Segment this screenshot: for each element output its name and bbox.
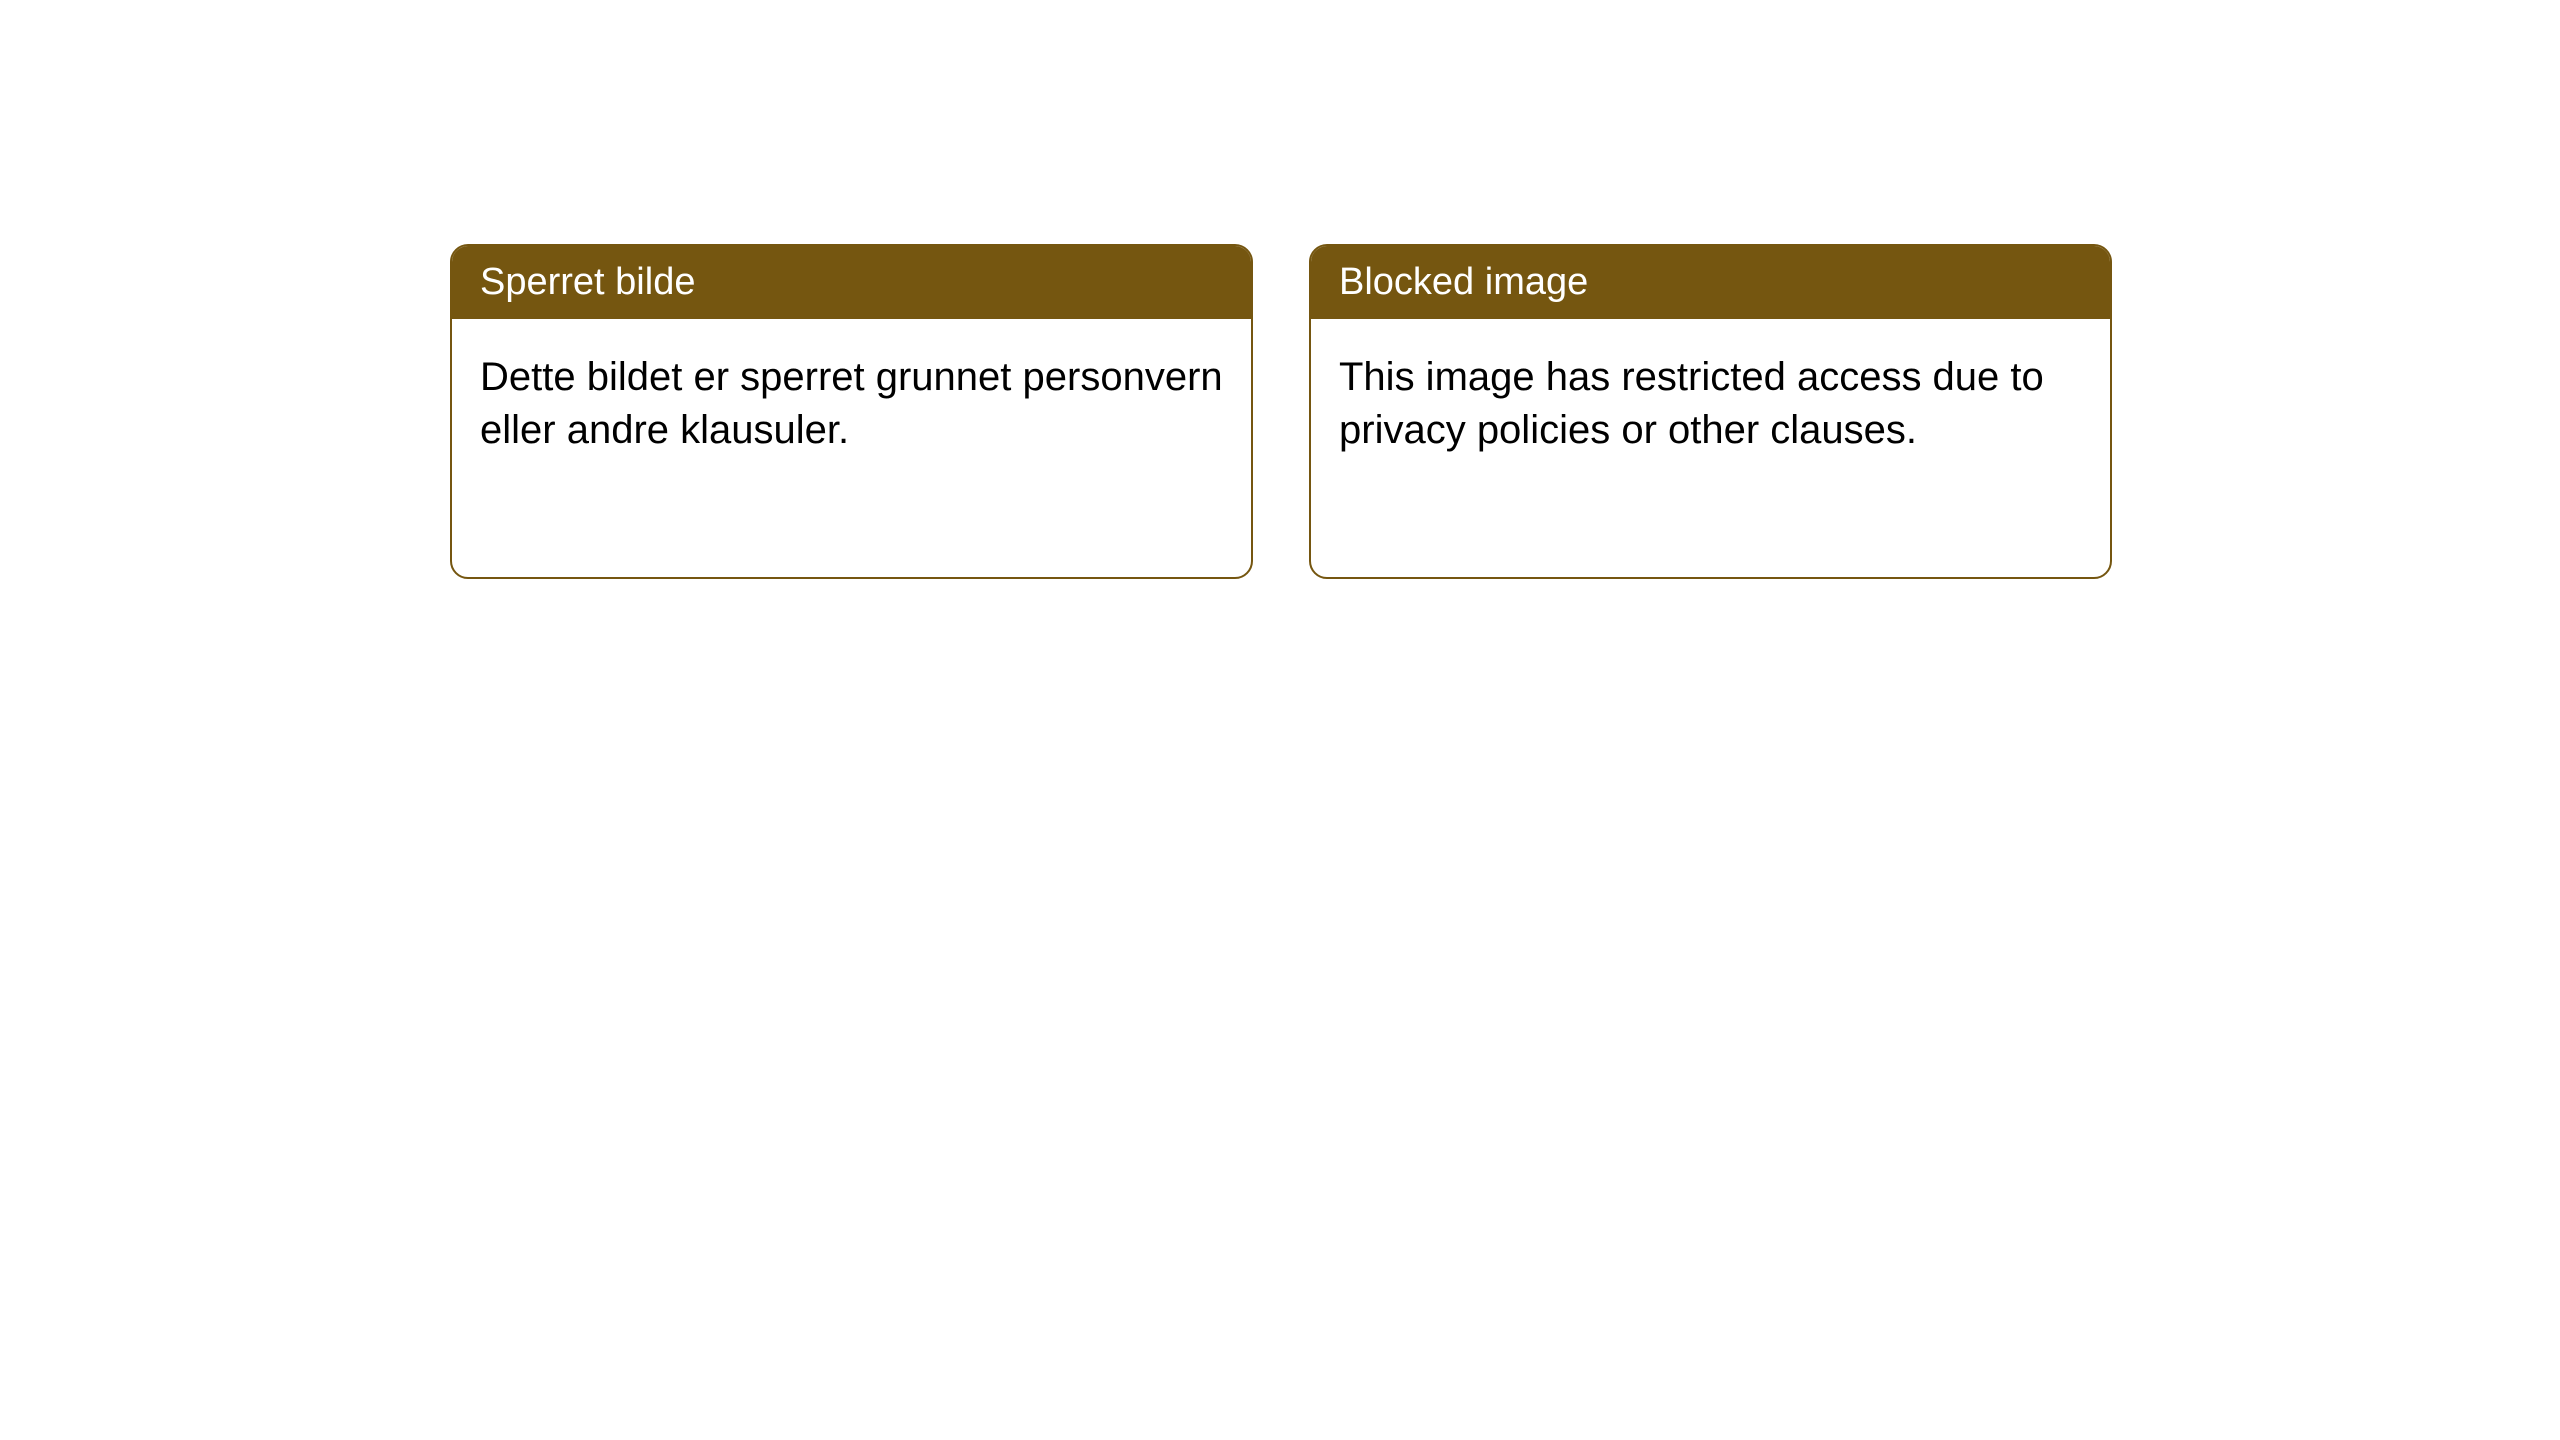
notice-body: Dette bildet er sperret grunnet personve… <box>452 319 1251 489</box>
notice-header: Sperret bilde <box>452 246 1251 319</box>
notice-card-english: Blocked image This image has restricted … <box>1309 244 2112 579</box>
notice-card-norwegian: Sperret bilde Dette bildet er sperret gr… <box>450 244 1253 579</box>
notice-body: This image has restricted access due to … <box>1311 319 2110 489</box>
notice-header: Blocked image <box>1311 246 2110 319</box>
notice-container: Sperret bilde Dette bildet er sperret gr… <box>0 0 2560 579</box>
